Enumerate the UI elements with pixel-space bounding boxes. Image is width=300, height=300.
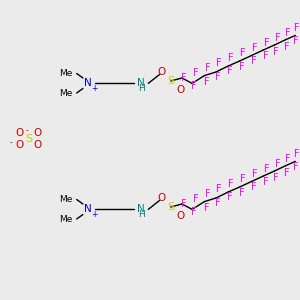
Text: F: F [193, 194, 198, 204]
Text: F: F [190, 207, 196, 218]
Text: F: F [294, 23, 300, 33]
Text: F: F [263, 177, 268, 188]
Text: -: - [26, 126, 29, 135]
Text: Me: Me [59, 214, 72, 224]
Text: S: S [25, 134, 32, 144]
Text: F: F [181, 73, 186, 83]
Text: F: F [294, 149, 300, 159]
Text: S: S [167, 202, 174, 212]
Text: F: F [285, 154, 291, 164]
Text: N: N [137, 78, 145, 88]
Text: O: O [15, 128, 23, 139]
Text: F: F [240, 174, 246, 184]
Text: N: N [137, 204, 145, 214]
Text: S: S [167, 76, 174, 86]
Text: F: F [252, 169, 258, 179]
Text: F: F [285, 28, 291, 38]
Text: F: F [217, 58, 222, 68]
Text: F: F [205, 189, 210, 200]
Text: F: F [263, 51, 268, 62]
Text: F: F [239, 188, 244, 198]
Text: -: - [10, 138, 13, 147]
Text: F: F [251, 182, 256, 193]
Text: O: O [157, 193, 165, 203]
Text: F: F [215, 197, 220, 208]
Text: Me: Me [59, 195, 72, 204]
Text: F: F [215, 71, 220, 82]
Text: Me: Me [59, 88, 72, 98]
Text: F: F [204, 76, 209, 87]
Text: F: F [193, 68, 198, 79]
Text: N: N [84, 78, 92, 88]
Text: F: F [239, 61, 244, 72]
Text: F: F [284, 167, 289, 178]
Text: F: F [275, 159, 280, 170]
Text: F: F [217, 184, 222, 194]
Text: F: F [228, 179, 234, 189]
Text: F: F [228, 53, 234, 63]
Text: H: H [138, 210, 145, 219]
Text: F: F [275, 33, 280, 43]
Text: O: O [15, 140, 23, 151]
Text: O: O [176, 211, 184, 221]
Text: F: F [240, 48, 246, 59]
Text: F: F [273, 46, 279, 57]
Text: F: F [292, 162, 298, 172]
Text: O: O [33, 128, 41, 139]
Text: F: F [227, 192, 233, 203]
Text: F: F [204, 202, 209, 213]
Text: O: O [33, 140, 41, 151]
Text: F: F [284, 41, 289, 52]
Text: O: O [157, 67, 165, 77]
Text: H: H [138, 84, 145, 93]
Text: F: F [252, 43, 258, 53]
Text: +: + [92, 84, 98, 93]
Text: F: F [264, 38, 270, 48]
Text: F: F [227, 66, 233, 76]
Text: F: F [181, 199, 186, 209]
Text: F: F [292, 36, 298, 46]
Text: O: O [176, 85, 184, 95]
Text: Me: Me [59, 69, 72, 78]
Text: F: F [273, 172, 279, 183]
Text: F: F [205, 63, 210, 74]
Text: +: + [92, 210, 98, 219]
Text: F: F [264, 164, 270, 174]
Text: F: F [251, 56, 256, 67]
Text: N: N [84, 204, 92, 214]
Text: F: F [190, 81, 196, 92]
